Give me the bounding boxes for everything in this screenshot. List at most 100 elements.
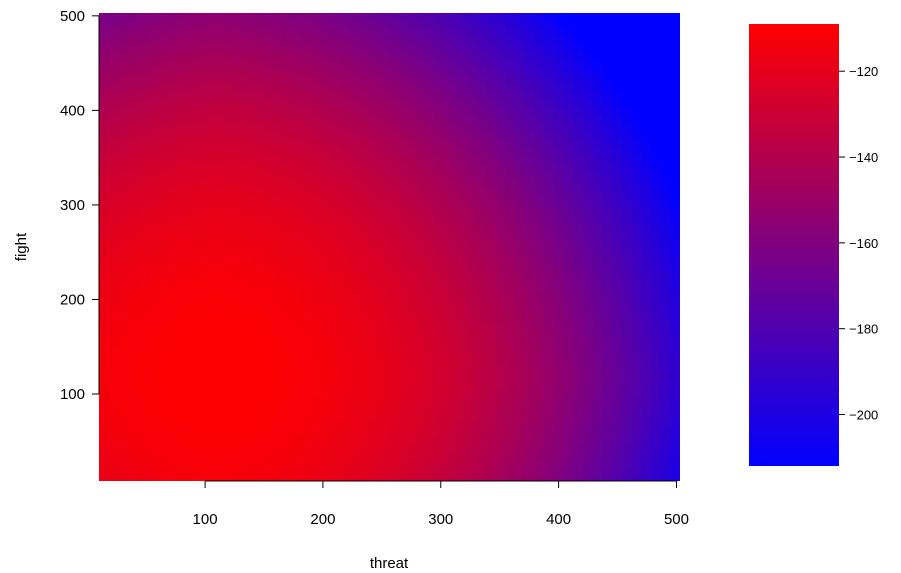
heat-cell (224, 44, 236, 53)
heat-cell (312, 20, 323, 30)
heat-cell (176, 161, 187, 170)
heat-cell (379, 262, 391, 272)
heat-cell (612, 293, 623, 303)
heat-cell (399, 473, 410, 481)
heat-cell (312, 293, 323, 303)
heat-cell (583, 286, 594, 295)
heat-cell (525, 403, 536, 412)
heat-cell (631, 169, 643, 178)
heat-cell (128, 231, 139, 240)
heat-cell (166, 293, 178, 303)
heat-cell (399, 75, 410, 84)
heat-cell (195, 59, 207, 69)
heat-cell (321, 52, 333, 61)
heat-cell (341, 340, 352, 350)
heat-cell (224, 403, 236, 412)
heat-cell (108, 457, 120, 467)
heat-cell (302, 371, 313, 381)
heat-cell (670, 176, 680, 186)
heat-cell (476, 286, 488, 295)
heat-cell (176, 200, 187, 209)
heat-cell (670, 270, 680, 279)
heat-cell (650, 286, 662, 295)
heat-cell (195, 403, 207, 412)
heat-cell (408, 442, 420, 451)
heat-cell (176, 387, 187, 396)
heat-cell (525, 348, 536, 357)
heat-cell (166, 332, 178, 342)
heat-cell (137, 247, 149, 256)
heat-cell (437, 449, 449, 459)
heat-cell (195, 91, 207, 100)
heat-cell (389, 215, 400, 225)
heat-cell (147, 465, 158, 474)
heat-cell (176, 317, 187, 326)
heat-cell (224, 449, 236, 459)
heat-cell (99, 426, 110, 435)
heat-cell (234, 387, 246, 396)
heat-cell (563, 270, 575, 279)
heat-cell (166, 379, 178, 389)
heat-cell (544, 410, 555, 420)
heat-cell (234, 286, 246, 295)
heat-cell (292, 91, 304, 100)
heat-cell (399, 434, 410, 443)
heat-cell (641, 231, 652, 240)
heat-cell (544, 418, 555, 428)
heat-cell (118, 301, 129, 311)
heat-cell (195, 161, 207, 170)
heat-cell (592, 293, 604, 303)
heat-cell (534, 403, 546, 412)
heat-cell (486, 270, 497, 279)
heat-cell (292, 340, 304, 350)
heat-cell (457, 192, 468, 201)
heat-cell (437, 75, 449, 84)
heat-cell (205, 184, 216, 194)
heat-cell (205, 67, 216, 77)
heat-cell (418, 52, 430, 61)
heat-cell (573, 309, 584, 318)
heat-cell (496, 36, 507, 45)
heat-cell (147, 340, 158, 350)
heat-cell (282, 278, 294, 287)
heat-cell (331, 348, 342, 357)
heat-cell (292, 387, 304, 396)
heat-cell (176, 309, 187, 318)
heat-cell (660, 67, 672, 77)
heat-cell (399, 418, 410, 428)
heat-cell (166, 465, 178, 474)
heat-cell (476, 184, 488, 194)
heat-cell (273, 13, 284, 22)
heat-cell (534, 371, 546, 381)
heat-cell (437, 356, 449, 365)
heat-cell (379, 145, 391, 155)
heat-cell (253, 223, 265, 233)
heat-cell (660, 200, 672, 209)
heat-cell (312, 270, 323, 279)
heat-cell (418, 153, 430, 162)
heat-cell (321, 410, 333, 420)
heat-cell (370, 98, 381, 108)
heat-cell (525, 130, 536, 139)
heat-cell (602, 449, 614, 459)
heat-cell (331, 98, 342, 108)
heat-cell (583, 410, 594, 420)
heat-cell (466, 379, 478, 389)
heat-cell (466, 83, 478, 92)
heat-cell (360, 52, 371, 61)
heat-cell (128, 28, 139, 38)
heat-cell (447, 465, 459, 474)
heat-cell (273, 379, 284, 389)
heat-cell (147, 161, 158, 170)
heat-cell (253, 254, 265, 264)
heat-cell (312, 262, 323, 272)
heat-cell (205, 457, 216, 467)
heat-cell (534, 254, 546, 264)
heat-cell (534, 270, 546, 279)
heat-cell (602, 286, 614, 295)
heat-cell (379, 13, 391, 22)
heat-cell (496, 122, 507, 131)
heat-cell (670, 457, 680, 467)
heat-cell (234, 176, 246, 186)
heat-cell (195, 340, 207, 350)
